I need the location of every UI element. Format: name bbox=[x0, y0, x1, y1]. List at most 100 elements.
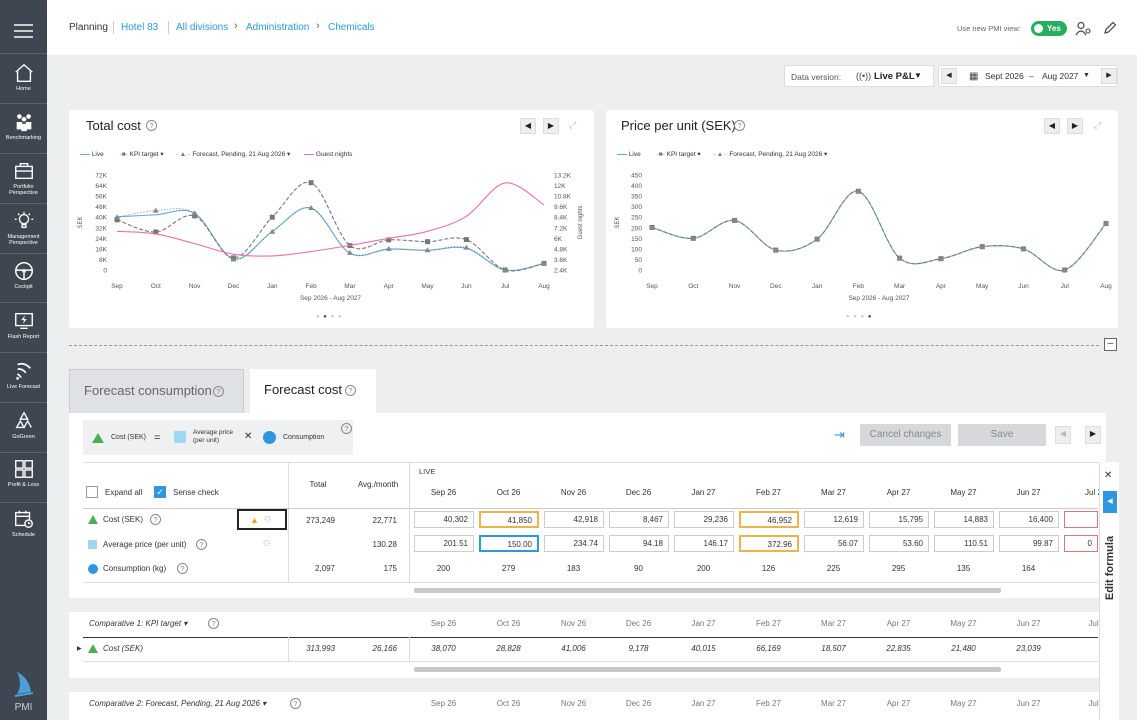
y-tick-label: 150 bbox=[631, 236, 642, 243]
chart-next-button[interactable]: ▶ bbox=[1067, 118, 1083, 134]
user-settings-icon[interactable] bbox=[1075, 21, 1091, 41]
series-line-live bbox=[116, 207, 545, 272]
month-header: May 27 bbox=[950, 619, 977, 628]
collapse-button[interactable]: – bbox=[1104, 338, 1117, 351]
tab-forecast-cost[interactable]: Forecast cost ? bbox=[250, 369, 376, 414]
chart-prev-button[interactable]: ◀ bbox=[520, 118, 536, 134]
hamburger-menu-icon[interactable] bbox=[14, 24, 33, 38]
help-icon[interactable]: ? bbox=[208, 618, 219, 629]
sidebar-item-portfolio[interactable]: Portfolio Perspective bbox=[0, 160, 47, 196]
y-axis-label: SEK bbox=[78, 216, 84, 228]
y2-tick-label: 12K bbox=[554, 183, 566, 190]
row-label-cost: Cost (SEK) bbox=[103, 644, 144, 653]
y2-tick-label: 3.6K bbox=[554, 257, 568, 264]
sidebar-item-live-forecast[interactable]: Live Forecast bbox=[0, 360, 47, 390]
cell-input[interactable]: 53.60 bbox=[869, 535, 929, 552]
y-tick-label: 72K bbox=[95, 173, 107, 180]
cell-value: 21,480 bbox=[951, 644, 976, 653]
forecast-point bbox=[649, 224, 655, 230]
sense-check-checkbox[interactable]: ✓ bbox=[154, 486, 166, 498]
edit-formula-panel[interactable]: ✕ ◀ Edit formula bbox=[1099, 462, 1119, 720]
breadcrumb-hotel[interactable]: Hotel 83 bbox=[121, 22, 159, 33]
cell-input[interactable]: 234.74 bbox=[544, 535, 604, 552]
comparative-2-title[interactable]: Comparative 2: Forecast, Pending, 21 Aug… bbox=[89, 699, 267, 708]
pmi-view-toggle[interactable]: Yes bbox=[1031, 21, 1067, 36]
cell-input[interactable]: 372.96 bbox=[739, 535, 799, 552]
cell-input[interactable]: 150.00 bbox=[479, 535, 539, 552]
sidebar-item-cockpit[interactable]: Cockpit bbox=[0, 260, 47, 290]
help-icon[interactable]: ? bbox=[734, 120, 745, 131]
cell-input[interactable]: 94.18 bbox=[609, 535, 669, 552]
pagination-dots[interactable]: ● ● ● ● bbox=[846, 314, 873, 320]
cell-input[interactable]: 99.87 bbox=[999, 535, 1059, 552]
cell-input[interactable]: 146.17 bbox=[674, 535, 734, 552]
table-prev-button[interactable]: ◀ bbox=[1055, 426, 1071, 444]
export-icon[interactable]: ⇥ bbox=[834, 427, 845, 442]
cell-input[interactable]: 12,619 bbox=[804, 511, 864, 528]
cell-input[interactable]: 15,795 bbox=[869, 511, 929, 528]
cell-value: 41,006 bbox=[561, 644, 586, 653]
breadcrumb-administration[interactable]: Administration bbox=[246, 22, 310, 33]
help-icon[interactable]: ? bbox=[290, 698, 301, 709]
sidebar-item-gogreen[interactable]: GoGreen bbox=[0, 410, 47, 440]
cell-input[interactable]: 56.07 bbox=[804, 535, 864, 552]
table-next-button[interactable]: ▶ bbox=[1085, 426, 1101, 444]
help-icon[interactable]: ? bbox=[196, 539, 207, 550]
user-assign-icon[interactable]: ⚇ bbox=[263, 539, 271, 548]
breadcrumb-planning[interactable]: Planning bbox=[69, 22, 108, 33]
expand-row-icon[interactable]: ▶ bbox=[77, 646, 82, 652]
horizontal-scrollbar[interactable] bbox=[414, 667, 1001, 672]
tab-forecast-consumption[interactable]: Forecast consumption ? bbox=[69, 369, 244, 413]
chart-prev-button[interactable]: ◀ bbox=[1044, 118, 1060, 134]
cell-input[interactable]: 29,236 bbox=[674, 511, 734, 528]
cell-input[interactable]: 42,918 bbox=[544, 511, 604, 528]
help-icon[interactable]: ? bbox=[146, 120, 157, 131]
sidebar-item-flash-report[interactable]: Flash Report bbox=[0, 310, 47, 340]
save-button[interactable]: Save bbox=[958, 424, 1046, 446]
collapse-panel-button[interactable]: ◀ bbox=[1103, 491, 1117, 513]
kpi-target-point bbox=[463, 237, 469, 243]
data-version-select[interactable]: Data version: ((•)) Live P&L ▼ bbox=[784, 65, 934, 87]
sidebar-item-benchmarking[interactable]: Benchmarking bbox=[0, 111, 47, 141]
cell-value: 200 bbox=[696, 564, 711, 573]
expand-icon[interactable]: ⤢ bbox=[1094, 120, 1102, 130]
comparative-1-title[interactable]: Comparative 1: KPI target ▾ bbox=[89, 619, 188, 628]
month-header: Sep 26 bbox=[430, 488, 457, 497]
pagination-dots[interactable]: ● ● ● ● bbox=[316, 314, 343, 320]
cell-input[interactable]: 0 bbox=[1064, 535, 1098, 552]
y-tick-label: 0 bbox=[638, 268, 642, 275]
month-header: Feb 27 bbox=[756, 699, 781, 708]
cell-input[interactable] bbox=[1064, 511, 1098, 528]
sidebar-item-profit-loss[interactable]: Profit & Loss bbox=[0, 458, 47, 488]
cell-input[interactable]: 110.51 bbox=[934, 535, 994, 552]
breadcrumb-chemicals[interactable]: Chemicals bbox=[328, 22, 375, 33]
edit-pencil-icon[interactable] bbox=[1103, 21, 1117, 40]
next-period-button[interactable]: ▶ bbox=[1101, 68, 1117, 84]
chart-next-button[interactable]: ▶ bbox=[543, 118, 559, 134]
sidebar-item-schedule[interactable]: Schedule bbox=[0, 508, 47, 538]
cancel-changes-button[interactable]: Cancel changes bbox=[860, 424, 951, 446]
y2-tick-label: 4.8K bbox=[554, 246, 568, 253]
cell-input[interactable]: 40,302 bbox=[414, 511, 474, 528]
month-header: Sep 26 bbox=[430, 619, 457, 628]
cell-input[interactable]: 14,883 bbox=[934, 511, 994, 528]
period-select[interactable]: ◀ ▦ Sept 2026 – Aug 2027 ▼ ▶ bbox=[938, 65, 1118, 87]
expand-all-checkbox[interactable] bbox=[86, 486, 98, 498]
cell-input[interactable]: 41,850 bbox=[479, 511, 539, 528]
sidebar-item-home[interactable]: Home bbox=[0, 62, 47, 92]
breadcrumb-divisions[interactable]: All divisions bbox=[176, 22, 229, 33]
horizontal-scrollbar[interactable] bbox=[414, 588, 1001, 593]
close-icon[interactable]: ✕ bbox=[1104, 470, 1113, 481]
sense-check-cell[interactable]: ▲ ⚇ bbox=[237, 509, 287, 530]
forecast-point bbox=[937, 255, 944, 261]
cell-input[interactable]: 8,467 bbox=[609, 511, 669, 528]
x-tick-label: Dec bbox=[770, 283, 782, 290]
cell-input[interactable]: 16,400 bbox=[999, 511, 1059, 528]
sidebar-item-management[interactable]: Management Perspective bbox=[0, 210, 47, 246]
help-icon[interactable]: ? bbox=[150, 514, 161, 525]
expand-icon[interactable]: ⤢ bbox=[569, 120, 577, 130]
cell-input[interactable]: 46,952 bbox=[739, 511, 799, 528]
help-icon[interactable]: ? bbox=[177, 563, 188, 574]
prev-period-button[interactable]: ◀ bbox=[941, 68, 957, 84]
cell-input[interactable]: 201.51 bbox=[414, 535, 474, 552]
